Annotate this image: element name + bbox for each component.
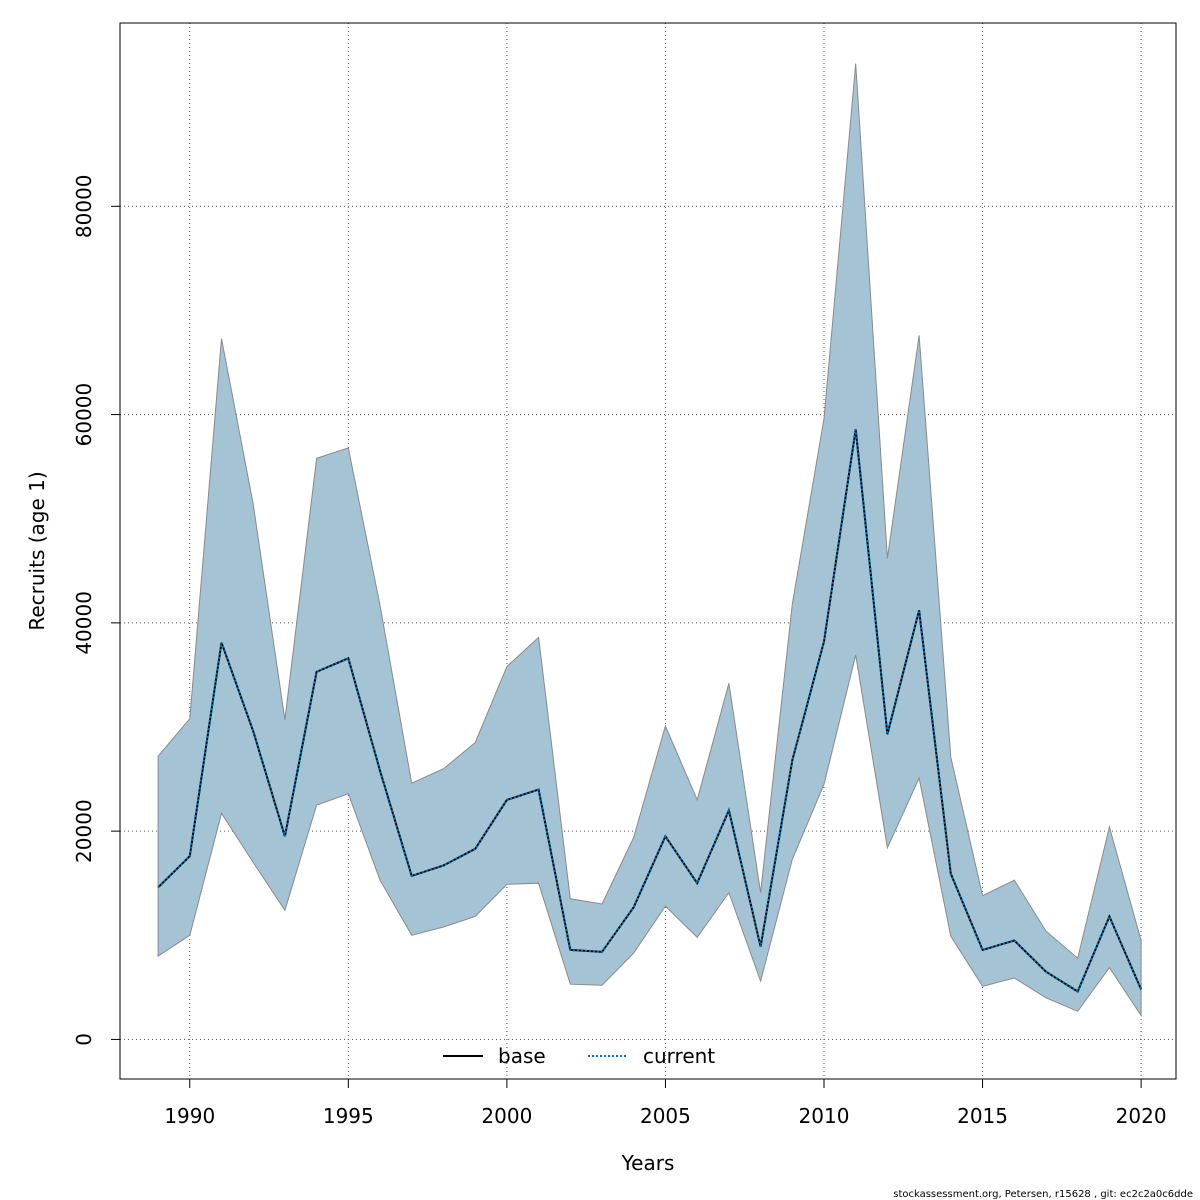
x-tick-label: 2005 [640, 1104, 691, 1128]
y-tick-label: 80000 [72, 174, 96, 238]
legend-current-label: current [643, 1044, 715, 1068]
y-tick-label: 40000 [72, 591, 96, 655]
footer-credit: stockassessment.org, Petersen, r15628 , … [893, 1189, 1193, 1200]
legend-base-label: base [498, 1044, 546, 1068]
series-lines [157, 429, 1143, 993]
x-axis: 1990 1995 2000 2005 2010 2015 2020 [164, 1078, 1167, 1128]
x-axis-title: Years [621, 1151, 675, 1175]
series-line-current [157, 429, 1143, 993]
y-tick-label: 60000 [72, 383, 96, 447]
y-tick-label: 0 [72, 1033, 96, 1046]
y-axis-title: Recruits (age 1) [25, 471, 49, 630]
legend: base current [443, 1044, 715, 1068]
x-tick-label: 1995 [323, 1104, 374, 1128]
x-tick-label: 2010 [799, 1104, 850, 1128]
x-tick-label: 2020 [1116, 1104, 1167, 1128]
y-axis: 0 20000 40000 60000 80000 [72, 174, 121, 1046]
x-tick-label: 2015 [957, 1104, 1008, 1128]
x-tick-label: 2000 [481, 1104, 532, 1128]
x-tick-label: 1990 [164, 1104, 215, 1128]
y-tick-label: 20000 [72, 799, 96, 863]
confidence-band [157, 63, 1142, 1018]
confidence-band-area [157, 63, 1142, 1018]
